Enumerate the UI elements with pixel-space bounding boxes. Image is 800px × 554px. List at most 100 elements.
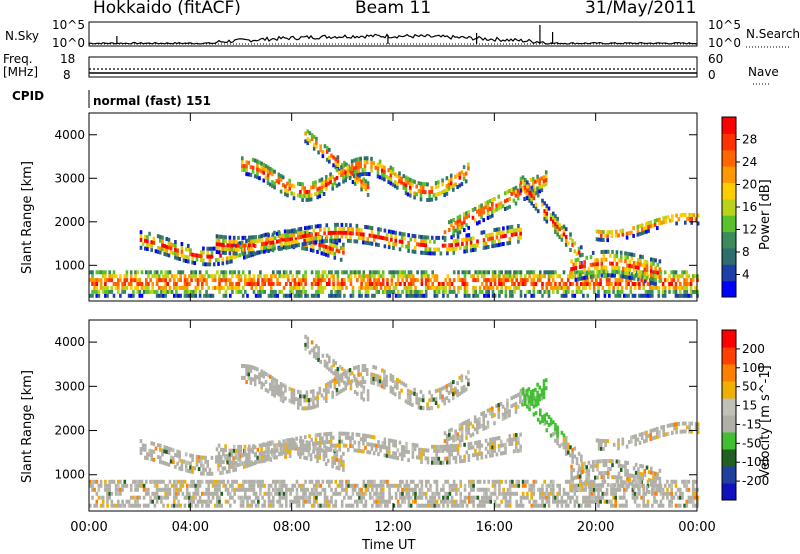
velocity-cell — [288, 450, 292, 454]
power-cell — [299, 193, 302, 198]
velocity-cell — [606, 482, 610, 487]
power-cell — [243, 164, 246, 169]
power-cell — [292, 184, 296, 189]
power-cell — [179, 274, 182, 279]
velocity-cell — [529, 390, 533, 395]
power-cell — [322, 184, 326, 189]
power-cell — [594, 262, 597, 267]
velocity-cell — [504, 446, 507, 451]
power-cell — [558, 274, 561, 279]
velocity-cell — [540, 396, 544, 401]
velocity-cell — [183, 479, 187, 484]
power-cell — [233, 270, 236, 275]
velocity-cell — [549, 483, 553, 488]
velocity-cell — [458, 423, 462, 428]
velocity-cell — [206, 471, 209, 476]
velocity-cell — [463, 487, 467, 492]
power-cell — [114, 282, 118, 286]
power-cell — [293, 240, 296, 244]
power-cell — [169, 242, 173, 247]
power-cell — [366, 278, 370, 283]
power-cell — [617, 266, 621, 271]
power-cell — [414, 293, 417, 298]
power-cell — [93, 285, 96, 290]
velocity-cell — [387, 438, 391, 443]
power-cell — [260, 234, 263, 239]
power-cell — [373, 278, 376, 283]
velocity-cell — [647, 470, 651, 475]
velocity-cell — [251, 449, 255, 454]
power-cell — [168, 278, 172, 283]
velocity-cell — [571, 447, 574, 452]
power-cell — [472, 274, 475, 279]
power-cell — [129, 282, 133, 286]
power-cell — [213, 285, 217, 290]
power-cell — [499, 234, 503, 239]
velocity-cell — [375, 499, 378, 504]
power-cell — [407, 289, 411, 294]
velocity-cell — [580, 503, 583, 508]
velocity-cell — [642, 495, 645, 500]
power-cell — [295, 239, 298, 244]
power-cell — [329, 230, 333, 235]
velocity-cell — [578, 478, 582, 483]
velocity-cell — [383, 441, 387, 446]
power-cell — [403, 270, 406, 275]
velocity-cell — [478, 448, 481, 452]
power-cell — [674, 293, 678, 298]
power-cell — [177, 278, 180, 283]
velocity-cell — [637, 475, 640, 480]
velocity-cell — [340, 487, 344, 492]
power-cell — [602, 238, 605, 242]
power-cell — [152, 240, 156, 245]
power-cell — [610, 230, 614, 235]
power-cell — [591, 250, 595, 255]
velocity-cell — [213, 479, 217, 484]
velocity-cell — [349, 483, 353, 488]
velocity-cell — [679, 491, 682, 496]
velocity-cell — [504, 495, 508, 500]
power-cell — [476, 278, 480, 283]
power-cell — [349, 227, 352, 232]
velocity-cell — [381, 495, 385, 500]
velocity-cell — [422, 503, 426, 508]
power-cell — [289, 293, 292, 298]
power-cell — [421, 190, 425, 194]
velocity-cell — [429, 495, 432, 500]
velocity-cell — [532, 491, 536, 496]
power-cell — [343, 282, 346, 286]
power-cell — [454, 228, 457, 233]
velocity-cell — [196, 487, 200, 492]
velocity-cell — [506, 491, 510, 496]
velocity-cell — [604, 463, 608, 467]
power-cell — [266, 169, 270, 174]
power-cell — [305, 194, 309, 198]
velocity-cell — [200, 455, 203, 460]
velocity-cell — [250, 503, 254, 508]
velocity-cell — [413, 447, 417, 452]
power-cell — [478, 204, 481, 209]
velocity-cell — [340, 499, 344, 504]
velocity-cell — [172, 460, 175, 465]
power-cell — [278, 247, 281, 251]
power-cell — [560, 285, 564, 290]
power-cell — [370, 156, 373, 161]
velocity-cell — [357, 444, 361, 449]
power-cell — [487, 270, 490, 275]
velocity-cell — [455, 487, 458, 492]
power-cell — [549, 213, 553, 217]
power-cell — [500, 289, 503, 294]
power-cell — [448, 278, 452, 283]
power-cell — [452, 239, 456, 244]
power-cell — [504, 278, 508, 283]
velocity-cell — [247, 463, 250, 468]
velocity-cell — [315, 491, 318, 496]
velocity-cell — [431, 460, 434, 465]
power-cell — [155, 289, 159, 294]
velocity-cell — [468, 491, 471, 496]
power-cell — [224, 278, 228, 283]
velocity-cell — [166, 487, 170, 492]
velocity-cell — [338, 483, 342, 488]
velocity-cell — [356, 499, 359, 504]
power-cell — [498, 274, 501, 279]
